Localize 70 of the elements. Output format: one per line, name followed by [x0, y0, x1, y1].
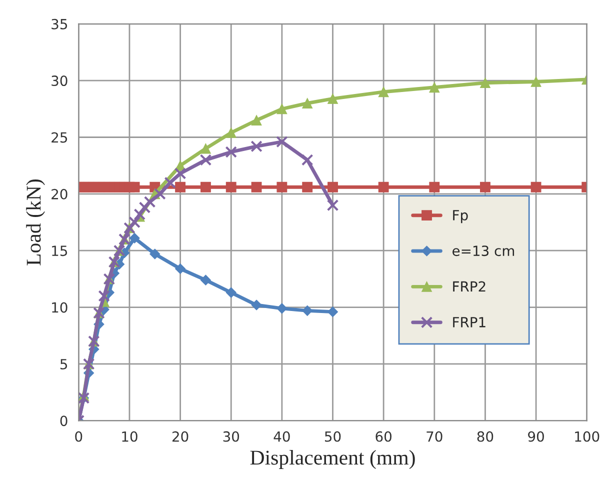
point [276, 182, 288, 192]
x-tick-label: 60 [376, 431, 392, 442]
legend-label: e=13 cm [452, 246, 514, 256]
y-tick-label: 5 [60, 359, 68, 370]
point [251, 115, 262, 126]
point [144, 196, 156, 208]
point [530, 182, 542, 192]
y-tick-label: 10 [52, 302, 68, 313]
legend-label: FRP2 [453, 281, 486, 292]
point [276, 303, 288, 314]
point [327, 306, 338, 318]
point [328, 94, 338, 104]
point [129, 232, 140, 244]
point [250, 140, 262, 152]
point [200, 182, 211, 192]
y-tick-label: 20 [52, 188, 68, 200]
point [138, 202, 151, 214]
point [175, 263, 186, 274]
point [302, 98, 313, 108]
x-tick-label: 0 [75, 431, 82, 442]
point [129, 182, 140, 192]
point [226, 182, 236, 192]
point [98, 290, 110, 302]
point [378, 86, 389, 98]
x-axis-title: Displacement (mm) [250, 450, 415, 469]
x-tick-label: 10 [122, 431, 138, 442]
legend-label: Fp [453, 210, 468, 224]
x-tick-label: 30 [223, 431, 240, 442]
point [200, 143, 211, 154]
x-tick-label: 100 [575, 431, 600, 442]
point [251, 300, 262, 310]
point [301, 154, 314, 166]
point [150, 248, 160, 260]
y-tick-label: 15 [52, 246, 68, 256]
point [200, 154, 212, 166]
x-tick-label: 50 [324, 431, 341, 442]
point [328, 182, 338, 192]
point [128, 216, 140, 228]
point [174, 168, 186, 180]
point [175, 182, 186, 192]
point [226, 128, 236, 138]
point [276, 136, 288, 148]
point [251, 182, 262, 192]
point [225, 146, 238, 158]
y-tick-label: 35 [52, 18, 68, 30]
point [134, 208, 146, 220]
point [226, 287, 236, 298]
legend-label: FRP1 [453, 317, 486, 328]
point [326, 199, 339, 212]
y-tick-label: 25 [52, 132, 68, 143]
point [276, 104, 288, 114]
point [302, 182, 313, 192]
point [530, 76, 542, 87]
point [480, 182, 490, 192]
point [164, 176, 176, 188]
x-tick-label: 70 [426, 431, 442, 442]
point [378, 182, 389, 192]
x-tick-label: 40 [274, 431, 290, 442]
point [200, 274, 211, 286]
point [429, 82, 440, 93]
y-axis-title: Load (kN) [26, 180, 46, 266]
x-tick-label: 20 [172, 431, 188, 442]
point [154, 188, 166, 200]
x-tick-label: 80 [477, 431, 494, 442]
y-tick-label: 30 [52, 76, 68, 86]
point [302, 305, 313, 316]
point [480, 78, 490, 88]
point [429, 182, 440, 192]
x-tick-label: 90 [528, 431, 544, 442]
y-tick-label: 0 [60, 416, 68, 426]
